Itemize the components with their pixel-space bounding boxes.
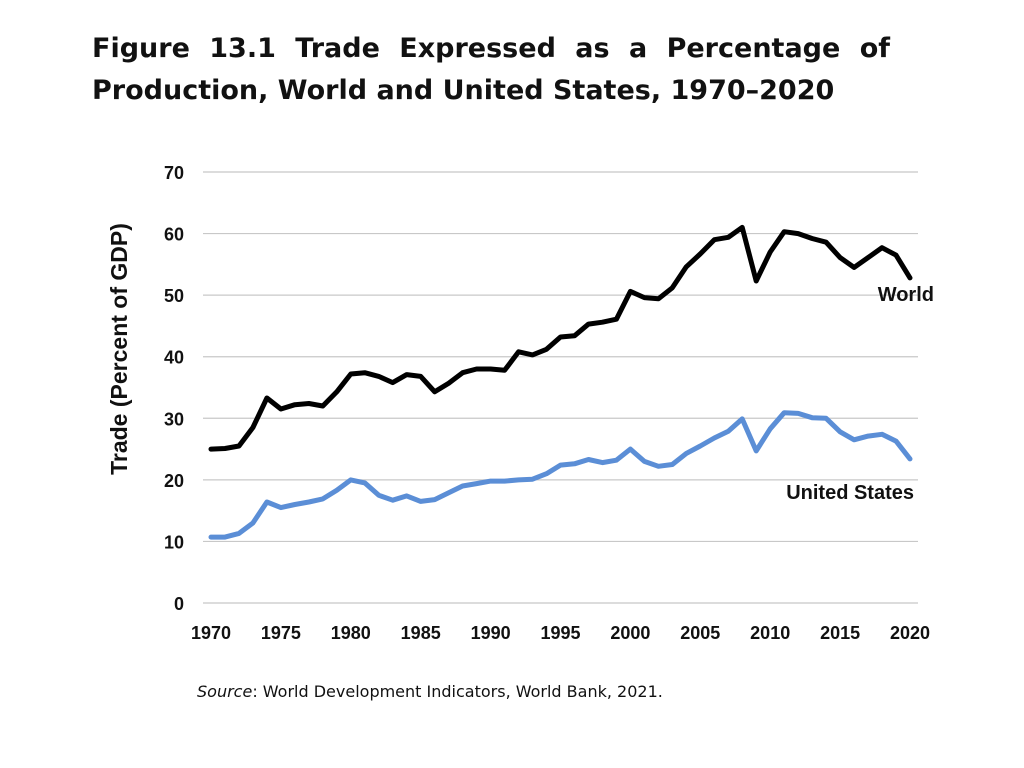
x-tick-label: 1985 bbox=[401, 623, 441, 643]
series-label-world: World bbox=[878, 284, 934, 306]
x-tick-label: 1970 bbox=[191, 623, 231, 643]
x-tick-label: 1990 bbox=[471, 623, 511, 643]
x-tick-label: 1975 bbox=[261, 623, 301, 643]
x-tick-label: 2020 bbox=[890, 623, 930, 643]
series-label-united-states: United States bbox=[786, 482, 914, 504]
y-tick-label: 50 bbox=[164, 286, 184, 306]
x-axis-ticks: 1970 1975 1980 1985 1990 1995 2000 2005 2010 2015… bbox=[191, 623, 930, 643]
x-tick-label: 2010 bbox=[750, 623, 790, 643]
y-tick-label: 70 bbox=[164, 163, 184, 183]
series-lines bbox=[208, 224, 913, 540]
x-tick-label: 1980 bbox=[331, 623, 371, 643]
y-tick-label: 40 bbox=[164, 348, 184, 368]
y-tick-label: 0 bbox=[174, 594, 184, 614]
y-tick-label: 20 bbox=[164, 471, 184, 491]
x-tick-label: 1995 bbox=[540, 623, 580, 643]
x-tick-label: 2000 bbox=[610, 623, 650, 643]
series-labels: World United States bbox=[786, 284, 934, 504]
x-tick-label: 2005 bbox=[680, 623, 720, 643]
y-axis-ticks: 0 10 20 30 40 50 60 70 bbox=[164, 163, 184, 614]
source-lead: Source bbox=[197, 682, 253, 701]
y-tick-label: 60 bbox=[164, 225, 184, 245]
figure-title: Figure 13.1 Trade Expressed as a Percent… bbox=[92, 33, 890, 106]
y-tick-label: 30 bbox=[164, 409, 184, 429]
series-line-united-states bbox=[208, 410, 913, 540]
source-note: Source: World Development Indicators, Wo… bbox=[197, 682, 663, 701]
source-text: : World Development Indicators, World Ba… bbox=[252, 682, 663, 701]
y-axis-title: Trade (Percent of GDP) bbox=[106, 223, 132, 475]
y-tick-label: 10 bbox=[164, 532, 184, 552]
x-tick-label: 2015 bbox=[820, 623, 860, 643]
series-line-world bbox=[208, 224, 913, 452]
